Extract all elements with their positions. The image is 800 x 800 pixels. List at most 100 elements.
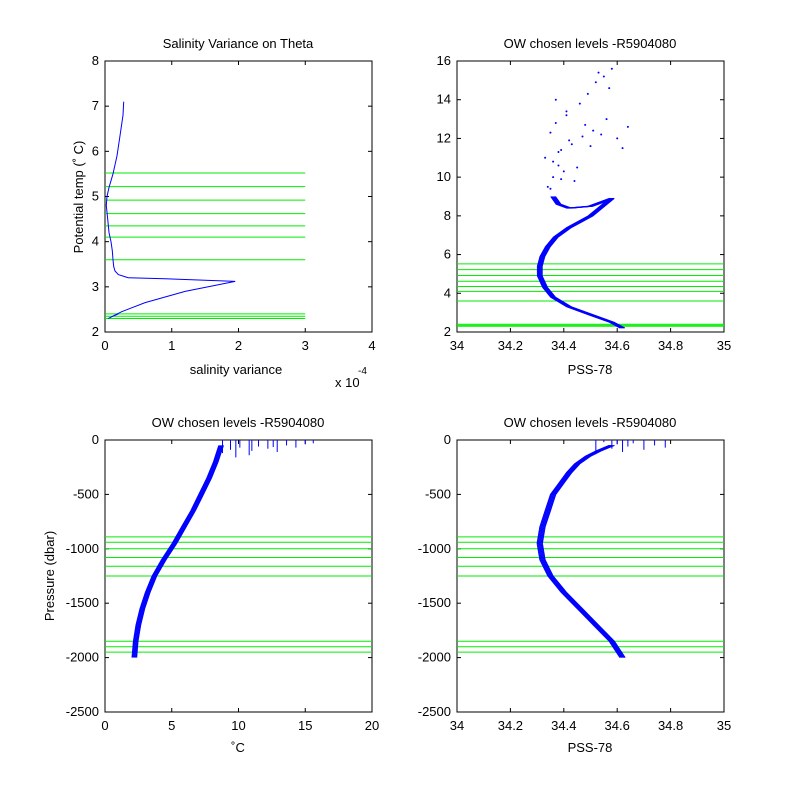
x-tick-label: 34.8 xyxy=(658,338,683,353)
x-exponent-value: -4 xyxy=(358,366,367,377)
y-tick-label: -1500 xyxy=(66,595,99,610)
data-point xyxy=(584,123,587,126)
x-tick-label: 34.2 xyxy=(498,338,523,353)
plot-marks: 0 1 2 3 4 2 3 4 5 6 7 8 xyxy=(92,53,376,353)
panel-pressure-temperature: OW chosen levels -R5904080 0 5 10 15 20 -2500… xyxy=(42,415,379,755)
data-point xyxy=(589,145,592,148)
plot-marks: 34 34.2 34.4 34.6 34.8 35 -2500 -2000 -1500 -1000… xyxy=(418,432,731,733)
data-point xyxy=(597,71,600,74)
profile-line xyxy=(131,445,220,658)
y-tick-label: 0 xyxy=(444,432,451,447)
x-tick-label: 5 xyxy=(168,718,175,733)
data-point xyxy=(592,129,595,132)
y-tick-label: 4 xyxy=(92,234,99,249)
data-point xyxy=(568,139,571,142)
y-tick-label: 0 xyxy=(92,432,99,447)
y-tick-label: 2 xyxy=(444,324,451,339)
y-tick-label: -2000 xyxy=(418,650,451,665)
x-exponent-label: x 10 xyxy=(335,375,360,390)
data-point xyxy=(560,178,563,181)
profile-line xyxy=(133,445,222,658)
y-tick-label: 3 xyxy=(92,279,99,294)
data-point xyxy=(605,118,608,121)
x-tick-label: 2 xyxy=(235,338,242,353)
data-point xyxy=(557,150,560,153)
y-tick-label: -2000 xyxy=(66,650,99,665)
profile-line xyxy=(540,444,624,658)
x-tick-label: 34.4 xyxy=(551,338,576,353)
y-tick-label: 5 xyxy=(92,189,99,204)
y-tick-label: 2 xyxy=(92,324,99,339)
data-point xyxy=(581,135,584,138)
data-point xyxy=(549,131,552,134)
y-tick-label: -1000 xyxy=(418,541,451,556)
x-tick-label: 34 xyxy=(450,718,464,733)
x-tick-label: 3 xyxy=(302,338,309,353)
data-point xyxy=(576,166,579,169)
profile-line xyxy=(541,196,626,329)
y-axis-label: Potential temp (˚ C) xyxy=(71,141,86,254)
panel-title: OW chosen levels -R5904080 xyxy=(504,36,677,51)
data-point xyxy=(602,75,605,78)
x-axis-label: ˚C xyxy=(231,740,245,755)
y-tick-label: 7 xyxy=(92,98,99,113)
y-tick-label: -1000 xyxy=(66,541,99,556)
x-tick-label: 4 xyxy=(368,338,375,353)
data-point xyxy=(570,143,573,146)
panel-pressure-salinity: OW chosen levels -R5904080 34 34.2 34.4 34.… xyxy=(418,415,731,755)
profile-line xyxy=(133,445,221,658)
x-tick-label: 1 xyxy=(168,338,175,353)
x-axis-label: PSS-78 xyxy=(568,740,613,755)
y-tick-label: 4 xyxy=(444,285,451,300)
profile-line xyxy=(537,444,622,658)
x-tick-label: 34.4 xyxy=(551,718,576,733)
data-point xyxy=(552,176,555,179)
y-tick-label: 6 xyxy=(92,143,99,158)
x-tick-label: 34 xyxy=(450,338,464,353)
data-point xyxy=(594,81,597,84)
data-point xyxy=(546,185,549,188)
x-tick-label: 35 xyxy=(717,338,731,353)
profile-line xyxy=(536,444,621,658)
data-point xyxy=(578,102,581,105)
x-tick-label: 15 xyxy=(298,718,312,733)
profile-line xyxy=(105,101,236,319)
data-point xyxy=(560,149,563,152)
y-tick-label: -500 xyxy=(73,486,99,501)
x-tick-label: 34.8 xyxy=(658,718,683,733)
y-tick-label: -2500 xyxy=(418,704,451,719)
data-point xyxy=(565,114,568,117)
y-tick-label: 16 xyxy=(437,53,451,68)
y-tick-label: 6 xyxy=(444,247,451,262)
data-point xyxy=(621,147,624,150)
x-axis-label: PSS-78 xyxy=(568,362,613,377)
y-tick-label: -500 xyxy=(425,486,451,501)
data-point xyxy=(549,187,552,190)
data-point xyxy=(610,67,613,70)
profile-line xyxy=(541,444,626,658)
y-tick-label: 10 xyxy=(437,169,451,184)
plot-frame xyxy=(104,60,373,333)
profile-line xyxy=(132,445,221,658)
plot-marks: 34 34.2 34.4 34.6 34.8 35 2 4 6 8 10 12 14 16 xyxy=(437,53,732,353)
x-tick-label: 10 xyxy=(231,718,245,733)
y-tick-label: 8 xyxy=(92,53,99,68)
data-point xyxy=(586,92,589,95)
profile-line xyxy=(541,444,625,658)
data-point xyxy=(557,164,560,167)
data-point xyxy=(608,87,611,90)
y-axis-label: Pressure (dbar) xyxy=(42,531,57,621)
data-point xyxy=(573,180,576,183)
data-point xyxy=(552,160,555,163)
y-tick-label: 8 xyxy=(444,208,451,223)
panel-title: Salinity Variance on Theta xyxy=(163,36,314,51)
y-tick-label: 14 xyxy=(437,92,451,107)
profile-line xyxy=(136,445,224,658)
x-tick-label: 20 xyxy=(365,718,379,733)
x-tick-label: 0 xyxy=(101,338,108,353)
panel-variance: Salinity Variance on Theta 0 1 2 3 42345678 … xyxy=(71,36,376,390)
y-tick-label: -2500 xyxy=(66,704,99,719)
data-point xyxy=(554,98,557,101)
x-tick-label: 35 xyxy=(717,718,731,733)
